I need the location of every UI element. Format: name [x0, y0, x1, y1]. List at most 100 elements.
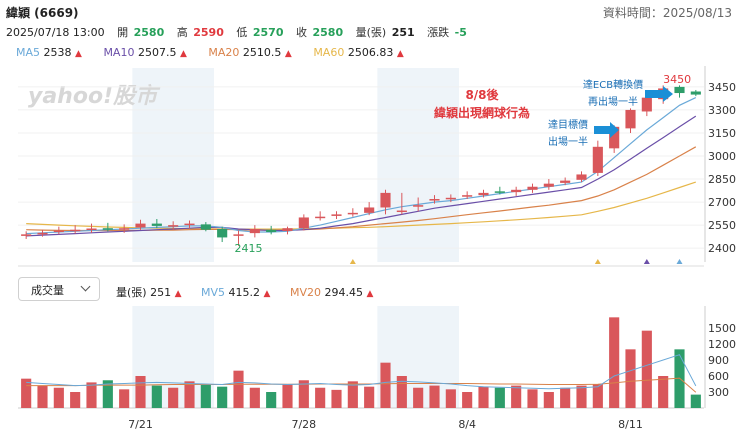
open-value: 2580 — [133, 26, 165, 39]
volume-bar — [249, 387, 260, 408]
ma-legend: MA5 2538 ▲ MA10 2507.5 ▲ MA20 2510.5 ▲ M… — [16, 46, 422, 59]
candle-body — [233, 234, 244, 236]
up-triangle-icon: ▲ — [75, 49, 82, 59]
volume-bar — [86, 382, 97, 408]
volume-bar — [119, 389, 130, 408]
mv5-line — [26, 354, 697, 390]
up-triangle-icon: ▲ — [263, 289, 271, 299]
ma-line-ma10 — [26, 115, 697, 237]
event-marker-icon — [643, 259, 650, 264]
annotation-ecb-line1: 達ECB轉換價 — [583, 78, 643, 91]
candle-body — [511, 189, 522, 193]
up-triangle-icon: ▲ — [174, 289, 182, 299]
mv5-legend-item: MV5 415.2 ▲ — [201, 286, 271, 299]
volume-bar — [233, 370, 244, 408]
volume-bar — [217, 386, 228, 408]
shaded-week-price — [377, 68, 459, 262]
volume-bar — [494, 387, 505, 408]
volume-bar — [102, 380, 113, 408]
volume-bar — [609, 317, 620, 408]
annotation-ecb-line2: 再出場一半 — [588, 95, 638, 108]
open-label: 開 — [117, 26, 129, 39]
annotation-main-line1: 8/8後 — [465, 87, 499, 102]
volume-bar — [380, 362, 391, 408]
volume-bar — [543, 392, 554, 408]
candle-body — [200, 224, 211, 230]
volume-bar — [658, 376, 669, 408]
candle-body — [119, 228, 130, 230]
arrow-right-icon — [594, 122, 619, 138]
volume-indicator-select[interactable]: 成交量 — [18, 277, 100, 301]
volume-bar — [37, 385, 48, 408]
volume-label: 量(張) — [355, 26, 387, 39]
change-value: -5 — [454, 26, 467, 39]
event-marker-icon — [594, 259, 601, 264]
candle-body — [70, 229, 81, 232]
ma-line-ma5 — [26, 97, 697, 235]
volume-bar — [70, 392, 81, 408]
close-label: 收 — [295, 26, 307, 39]
x-tick-label: 8/11 — [618, 418, 643, 431]
candle-body — [331, 214, 342, 216]
up-triangle-icon: ▲ — [366, 289, 374, 299]
volume-bar — [298, 380, 309, 408]
volume-bar — [184, 381, 195, 408]
volume-bar — [511, 385, 522, 408]
volume-bar — [478, 386, 489, 408]
candle-body — [413, 205, 424, 207]
candle-body — [641, 97, 652, 112]
candle-body — [527, 186, 538, 190]
high-label: 高 — [176, 26, 188, 39]
candle-body — [478, 192, 489, 196]
close-value: 2580 — [312, 26, 344, 39]
change-label: 漲跌 — [427, 26, 450, 39]
volume-select-label: 成交量 — [31, 284, 64, 297]
volume-tick-label: 300 — [708, 386, 729, 399]
up-triangle-icon: ▲ — [284, 49, 292, 59]
candle-body — [347, 212, 358, 215]
candle-body — [53, 230, 64, 233]
candle-body — [217, 228, 228, 238]
volume-bar — [151, 385, 162, 408]
volume-bar — [413, 387, 424, 408]
annotation-target-line1: 達目標價 — [548, 118, 588, 131]
candle-body — [445, 197, 456, 200]
candle-body — [560, 180, 571, 183]
candle-body — [396, 210, 407, 213]
volume-bar — [527, 389, 538, 408]
low-label: 低 — [236, 26, 248, 39]
x-tick-label: 7/21 — [128, 418, 153, 431]
data-time: 資料時間：2025/08/13 — [602, 6, 732, 20]
candle-body — [592, 146, 603, 173]
price-tick-label: 3150 — [708, 127, 736, 140]
volume-bar — [53, 387, 64, 408]
candle-body — [282, 228, 293, 231]
price-tick-label: 3300 — [708, 104, 736, 117]
volume-bar — [396, 376, 407, 408]
ohlc-row: 2025/07/18 13:00 開 2580 高 2590 低 2570 收 … — [6, 24, 469, 40]
arrow-right-icon — [645, 86, 673, 102]
low-value-label: 2415 — [235, 242, 263, 255]
volume-bar — [690, 394, 701, 408]
volume-bar — [21, 378, 32, 408]
ma60-legend: MA60 2506.83 ▲ — [313, 46, 404, 59]
candle-body — [249, 228, 260, 234]
volume-bar — [576, 385, 587, 408]
datetime: 2025/07/18 13:00 — [6, 26, 105, 39]
volume-tick-label: 1500 — [708, 322, 736, 335]
candle-body — [462, 195, 473, 197]
volume-bar — [135, 376, 146, 408]
volume-bar — [462, 392, 473, 408]
candle-body — [184, 223, 195, 226]
volume-bar — [592, 384, 603, 408]
volume-legend: 量(張) 251 ▲ MV5 415.2 ▲ MV20 294.45 ▲ — [116, 284, 389, 300]
price-tick-label: 3000 — [708, 150, 736, 163]
volume-bar — [200, 384, 211, 408]
candle-body — [576, 174, 587, 180]
volume-bar — [625, 349, 636, 408]
price-tick-label: 2850 — [708, 173, 736, 186]
candle-body — [266, 229, 277, 233]
high-value: 2590 — [193, 26, 224, 39]
volume-bar — [445, 389, 456, 408]
candle-body — [102, 228, 113, 230]
